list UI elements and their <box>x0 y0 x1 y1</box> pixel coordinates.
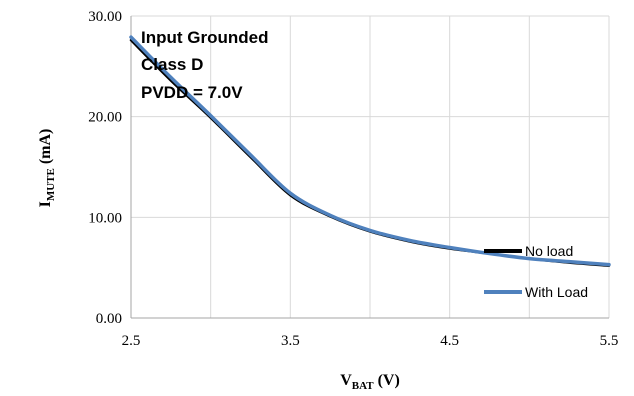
annotation-1: Input Grounded <box>141 28 268 47</box>
x-tick-labels: 2.5 3.5 4.5 5.5 <box>122 333 619 349</box>
y-axis-label-unit: (mA) <box>37 129 54 169</box>
y-axis-label: IMUTE (mA) <box>37 129 57 208</box>
annotation-2: Class D <box>141 55 203 74</box>
y-tick-label-3: 30.00 <box>88 9 122 25</box>
legend-label-with-load: With Load <box>525 284 588 300</box>
y-tick-labels: 0.00 10.00 20.00 30.00 <box>88 9 122 327</box>
legend: No load With Load <box>484 243 588 300</box>
x-tick-label-0: 2.5 <box>122 333 141 349</box>
y-axis-label-main: I <box>37 201 54 207</box>
x-tick-label-1: 3.5 <box>281 333 300 349</box>
x-axis-label-main: V <box>340 372 352 389</box>
y-tick-label-0: 0.00 <box>96 311 122 327</box>
x-axis-label-unit: (V) <box>374 372 400 389</box>
y-axis-label-sub: MUTE <box>45 168 57 201</box>
x-tick-label-3: 5.5 <box>600 333 619 349</box>
y-tick-label-1: 10.00 <box>88 210 122 226</box>
series-lines <box>129 35 611 267</box>
x-axis-label-sub: BAT <box>352 380 374 392</box>
x-axis-label: VBAT (V) <box>340 372 400 392</box>
series-line-with-load <box>129 35 611 267</box>
y-tick-label-2: 20.00 <box>88 110 122 126</box>
annotations: Input Grounded Class D PVDD = 7.0V <box>141 28 268 102</box>
x-tick-label-2: 4.5 <box>440 333 459 349</box>
annotation-3: PVDD = 7.0V <box>141 83 243 102</box>
axes <box>130 16 609 319</box>
legend-label-no-load: No load <box>525 243 573 259</box>
